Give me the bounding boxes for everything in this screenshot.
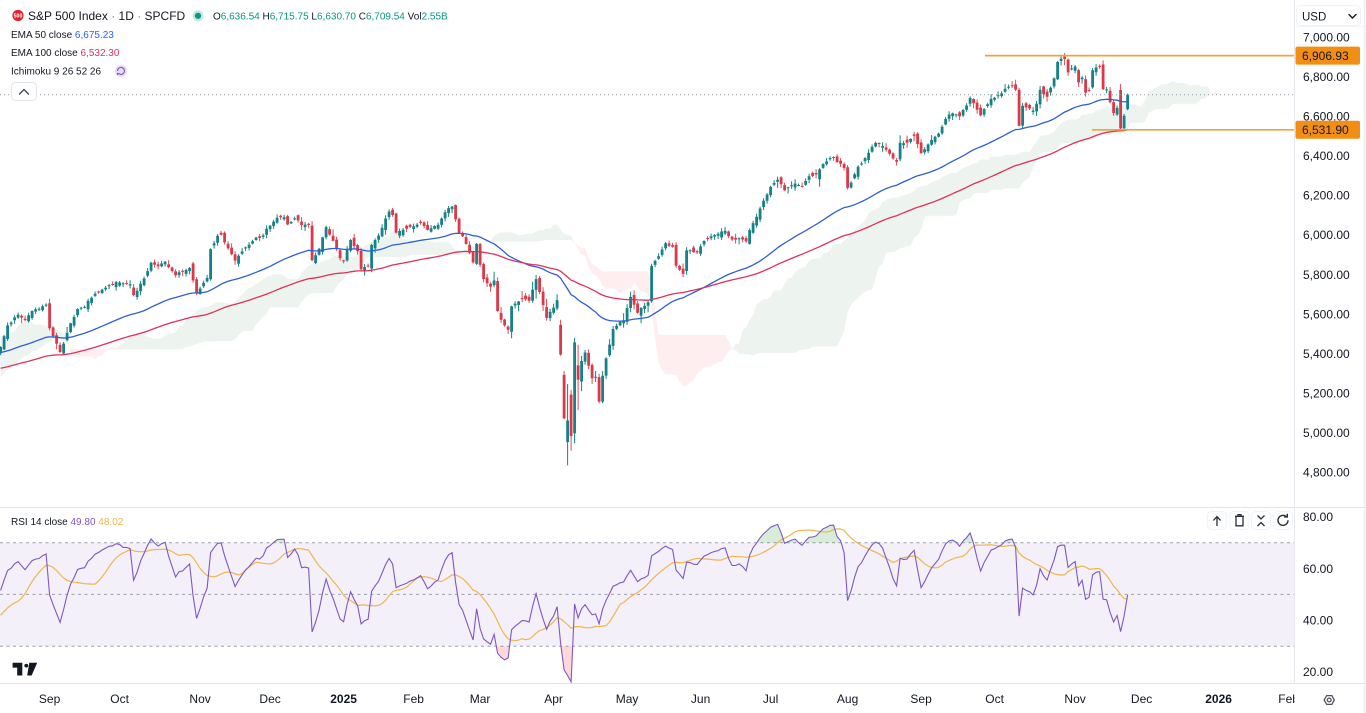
svg-text:40.00: 40.00 (1303, 614, 1333, 628)
svg-text:2025: 2025 (330, 692, 357, 706)
svg-text:Nov: Nov (1064, 692, 1085, 706)
svg-text:S&P 500 Index · 1D · SPCFD: S&P 500 Index · 1D · SPCFD (28, 9, 186, 23)
svg-text:Feb: Feb (403, 692, 424, 706)
svg-text:Oct: Oct (985, 692, 1004, 706)
svg-text:6,400.00: 6,400.00 (1303, 149, 1350, 163)
svg-text:5,800.00: 5,800.00 (1303, 268, 1350, 282)
svg-text:USD: USD (1302, 12, 1326, 24)
svg-text:May: May (616, 692, 639, 706)
svg-text:80.00: 80.00 (1303, 510, 1333, 524)
svg-text:Mar: Mar (470, 692, 491, 706)
svg-text:6,800.00: 6,800.00 (1303, 70, 1350, 84)
svg-text:Dec: Dec (1131, 692, 1152, 706)
svg-text:5,000.00: 5,000.00 (1303, 426, 1350, 440)
svg-text:RSI 14 close 49.80 48.02: RSI 14 close 49.80 48.02 (11, 517, 124, 528)
svg-text:Oct: Oct (110, 692, 129, 706)
svg-text:6,000.00: 6,000.00 (1303, 228, 1350, 242)
svg-text:500: 500 (14, 13, 23, 19)
svg-text:Apr: Apr (544, 692, 563, 706)
svg-text:6,200.00: 6,200.00 (1303, 189, 1350, 203)
svg-text:2026: 2026 (1205, 692, 1232, 706)
svg-text:O6,636.54 H6,715.75 L6,630.70: O6,636.54 H6,715.75 L6,630.70 C6,709.54 … (213, 12, 448, 23)
svg-text:6,906.93: 6,906.93 (1302, 49, 1349, 63)
svg-text:Feb: Feb (1278, 692, 1299, 706)
svg-text:EMA 50 close 6,675.23: EMA 50 close 6,675.23 (11, 30, 114, 41)
svg-text:5,400.00: 5,400.00 (1303, 347, 1350, 361)
svg-text:Sep: Sep (910, 692, 932, 706)
svg-text:Aug: Aug (837, 692, 858, 706)
svg-text:Ichimoku 9 26 52 26: Ichimoku 9 26 52 26 (11, 67, 101, 78)
svg-text:5,200.00: 5,200.00 (1303, 386, 1350, 400)
svg-text:Nov: Nov (189, 692, 210, 706)
svg-text:60.00: 60.00 (1303, 562, 1333, 576)
svg-text:Dec: Dec (259, 692, 280, 706)
svg-text:7,000.00: 7,000.00 (1303, 30, 1350, 44)
svg-text:6,531.90: 6,531.90 (1302, 123, 1349, 137)
svg-text:5,600.00: 5,600.00 (1303, 307, 1350, 321)
svg-text:Jun: Jun (691, 692, 710, 706)
svg-text:Jul: Jul (763, 692, 778, 706)
svg-text:Sep: Sep (39, 692, 61, 706)
svg-text:4,800.00: 4,800.00 (1303, 466, 1350, 480)
svg-text:6,600.00: 6,600.00 (1303, 110, 1350, 124)
svg-text:EMA 100 close 6,532.30: EMA 100 close 6,532.30 (11, 48, 120, 59)
svg-text:20.00: 20.00 (1303, 665, 1333, 679)
